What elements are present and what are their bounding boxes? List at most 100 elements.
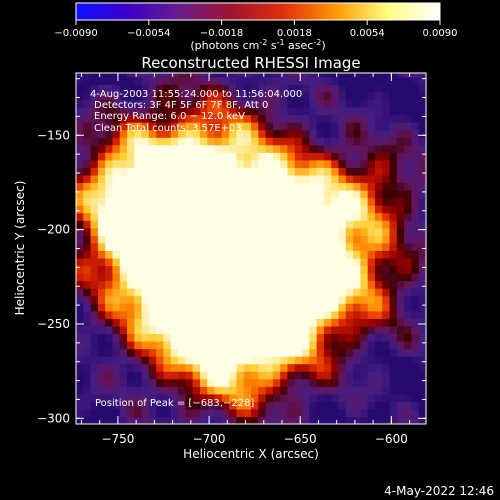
heatmap-cell	[236, 340, 245, 350]
heatmap-cell	[265, 159, 274, 168]
heatmap-cell	[396, 288, 405, 297]
heatmap-cell	[418, 129, 426, 138]
heatmap-cell	[338, 265, 347, 274]
heatmap-cell	[411, 295, 420, 304]
heatmap-cell	[229, 295, 238, 304]
heatmap-cell	[389, 273, 398, 282]
heatmap-cell	[389, 167, 398, 176]
heatmap-cell	[302, 167, 310, 176]
heatmap-cell	[323, 137, 332, 146]
heatmap-cell	[338, 371, 347, 380]
heatmap-cell	[105, 371, 114, 380]
heatmap-cell	[229, 280, 238, 289]
heatmap-cell	[294, 416, 303, 424]
heatmap-cell	[185, 167, 194, 176]
heatmap-cell	[156, 303, 165, 312]
heatmap-cell	[280, 197, 289, 206]
heatmap-cell	[287, 408, 296, 418]
heatmap-cell	[404, 386, 413, 395]
heatmap-cell	[251, 371, 259, 380]
heatmap-cell	[382, 122, 391, 131]
heatmap-cell	[163, 84, 172, 93]
heatmap-cell	[185, 73, 194, 78]
heatmap-cell	[272, 356, 281, 365]
heatmap-cell	[316, 159, 325, 168]
heatmap-cell	[331, 257, 340, 267]
heatmap-cell	[83, 303, 92, 312]
heatmap-cell	[265, 190, 274, 199]
heatmap-cell	[382, 303, 391, 312]
heatmap-cell	[258, 167, 267, 176]
heatmap-cell	[374, 363, 383, 372]
heatmap-cell	[236, 84, 245, 93]
heatmap-cell	[199, 137, 208, 146]
heatmap-cell	[353, 295, 361, 304]
heatmap-cell	[316, 386, 325, 395]
heatmap-cell	[360, 167, 369, 176]
heatmap-cell	[353, 174, 361, 184]
heatmap-cell	[90, 363, 99, 372]
heatmap-cell	[360, 371, 369, 380]
heatmap-cell	[287, 76, 296, 85]
heatmap-cell	[272, 333, 281, 342]
heatmap-cell	[199, 348, 208, 357]
heatmap-cell	[105, 257, 114, 267]
heatmap-cell	[148, 303, 157, 312]
heatmap-cell	[251, 408, 259, 418]
heatmap-cell	[243, 235, 252, 244]
heatmap-cell	[323, 295, 332, 304]
heatmap-cell	[112, 174, 121, 184]
heatmap-cell	[389, 76, 398, 85]
heatmap-cell	[280, 220, 289, 229]
heatmap-cell	[105, 340, 114, 350]
heatmap-cell	[309, 378, 318, 387]
heatmap-cell	[360, 197, 369, 206]
heatmap-cell	[127, 235, 135, 244]
heatmap-cell	[221, 303, 230, 312]
heatmap-cell	[316, 401, 325, 410]
heatmap-cell	[112, 325, 121, 335]
heatmap-cell	[382, 393, 391, 402]
heatmap-cell	[280, 393, 289, 402]
heatmap-cell	[83, 167, 92, 176]
heatmap-cell	[221, 318, 230, 327]
heatmap-cell	[280, 325, 289, 335]
heatmap-cell	[156, 182, 165, 191]
heatmap-cell	[338, 257, 347, 267]
heatmap-cell	[148, 76, 157, 85]
heatmap-cell	[396, 242, 405, 251]
heatmap-cell	[192, 250, 201, 259]
heatmap-cell	[367, 273, 376, 282]
heatmap-cell	[396, 99, 405, 108]
heatmap-cell	[374, 76, 383, 85]
heatmap-cell	[127, 159, 135, 168]
heatmap-cell	[243, 242, 252, 251]
heatmap-cell	[316, 190, 325, 199]
heatmap-cell	[287, 265, 296, 274]
heatmap-cell	[76, 91, 84, 101]
heatmap-cell	[76, 356, 84, 365]
heatmap-cell	[221, 144, 230, 153]
heatmap-cell	[83, 310, 92, 319]
heatmap-cell	[97, 205, 106, 214]
heatmap-cell	[374, 114, 383, 123]
heatmap-cell	[404, 257, 413, 267]
heatmap-cell	[367, 235, 376, 244]
heatmap-cell	[294, 212, 303, 221]
heatmap-cell	[265, 401, 274, 410]
heatmap-cell	[374, 84, 383, 93]
heatmap-cell	[396, 401, 405, 410]
heatmap-cell	[345, 227, 354, 236]
heatmap-cell	[105, 167, 114, 176]
heatmap-cell	[105, 73, 114, 78]
heatmap-cell	[83, 159, 92, 168]
heatmap-cell	[163, 174, 172, 184]
heatmap-cell	[374, 250, 383, 259]
heatmap-cell	[90, 152, 99, 161]
heatmap-cell	[156, 333, 165, 342]
heatmap-cell	[214, 242, 223, 251]
heatmap-cell	[112, 235, 121, 244]
heatmap-cell	[280, 129, 289, 138]
heatmap-cell	[105, 190, 114, 199]
heatmap-cell	[214, 273, 223, 282]
